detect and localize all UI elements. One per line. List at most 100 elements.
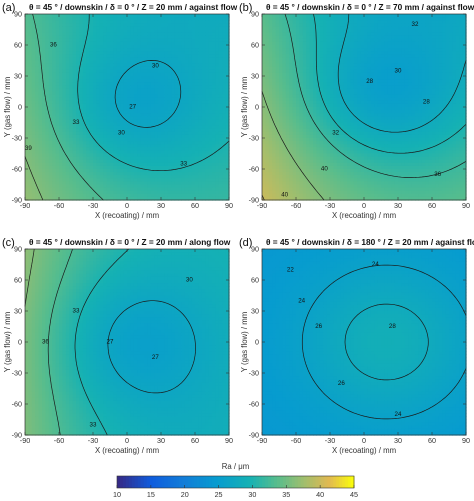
- y-axis-label: Y (gas flow) / mm: [3, 77, 12, 138]
- heatmap-cell: [212, 141, 216, 145]
- heatmap-cell: [167, 153, 172, 158]
- heatmap-cell: [79, 184, 84, 189]
- heatmap-cell: [62, 110, 67, 114]
- heatmap-cell: [106, 100, 111, 105]
- heatmap-cell: [309, 38, 314, 43]
- heatmap-cell: [150, 147, 155, 151]
- heatmap-cell: [120, 82, 125, 86]
- heatmap-cell: [333, 51, 338, 55]
- heatmap-cell: [164, 85, 169, 89]
- heatmap-cell: [65, 72, 70, 77]
- heatmap-cell: [72, 76, 77, 80]
- heatmap-cell: [157, 29, 162, 34]
- heatmap-cell: [425, 57, 430, 62]
- heatmap-cell: [428, 79, 433, 83]
- x-tick-label: -30: [88, 201, 98, 210]
- heatmap-cell: [384, 38, 389, 43]
- heatmap-cell: [218, 26, 223, 31]
- heatmap-cell: [93, 14, 97, 18]
- heatmap-cell: [462, 69, 467, 74]
- heatmap-cell: [452, 38, 457, 43]
- heatmap-cell: [25, 29, 29, 34]
- heatmap-cell: [106, 91, 111, 96]
- heatmap-cell: [42, 184, 46, 189]
- heatmap-cell: [452, 35, 457, 40]
- heatmap-cell: [154, 20, 159, 24]
- heatmap-cell: [184, 178, 189, 182]
- heatmap-cell: [116, 17, 121, 21]
- heatmap-cell: [38, 60, 43, 65]
- heatmap-cell: [106, 57, 111, 62]
- heatmap-cell: [154, 178, 159, 182]
- heatmap-cell: [167, 107, 172, 111]
- heatmap-cell: [333, 66, 338, 71]
- heatmap-cell: [86, 165, 91, 170]
- heatmap-cell: [62, 131, 67, 136]
- heatmap-cell: [191, 184, 196, 189]
- heatmap-cell: [69, 150, 74, 155]
- heatmap-cell: [127, 175, 131, 179]
- heatmap-cell: [404, 38, 409, 43]
- heatmap-cell: [52, 134, 57, 139]
- heatmap-cell: [188, 63, 193, 68]
- heatmap-cell: [99, 66, 104, 71]
- heatmap-cell: [205, 116, 210, 120]
- heatmap-cell: [445, 72, 450, 77]
- heatmap-cell: [96, 116, 101, 120]
- heatmap-cell: [198, 156, 203, 161]
- heatmap-cell: [42, 57, 46, 62]
- heatmap-cell: [167, 147, 172, 151]
- heatmap-cell: [425, 72, 430, 77]
- heatmap-cell: [106, 196, 111, 201]
- heatmap-cell: [161, 26, 165, 31]
- heatmap-cell: [89, 57, 94, 62]
- contour-label: 27: [129, 104, 136, 111]
- heatmap-cell: [154, 141, 159, 145]
- heatmap-cell: [188, 69, 193, 74]
- heatmap-cell: [59, 162, 63, 167]
- heatmap-cell: [333, 76, 338, 80]
- heatmap-cell: [265, 69, 270, 74]
- heatmap-cell: [222, 147, 227, 151]
- heatmap-cell: [140, 122, 145, 127]
- heatmap-cell: [262, 20, 266, 24]
- heatmap-cell: [96, 91, 101, 96]
- heatmap-cell: [144, 175, 148, 179]
- heatmap-cell: [195, 113, 199, 117]
- heatmap-cell: [319, 48, 324, 52]
- heatmap-cell: [103, 41, 108, 46]
- heatmap-cell: [178, 54, 182, 58]
- heatmap-cell: [154, 165, 159, 170]
- heatmap-cell: [140, 88, 145, 93]
- heatmap-cell: [208, 35, 213, 40]
- heatmap-cell: [96, 172, 101, 176]
- heatmap-cell: [38, 38, 43, 43]
- heatmap-cell: [184, 156, 189, 161]
- heatmap-cell: [38, 113, 43, 117]
- heatmap-cell: [28, 76, 33, 80]
- heatmap-cell: [86, 45, 91, 49]
- heatmap-cell: [147, 190, 152, 195]
- heatmap-cell: [384, 66, 389, 71]
- heatmap-cell: [144, 187, 148, 192]
- heatmap-cell: [425, 26, 430, 31]
- heatmap-cell: [347, 63, 351, 68]
- heatmap-cell: [367, 51, 372, 55]
- heatmap-cell: [309, 14, 314, 18]
- heatmap-cell: [275, 23, 280, 27]
- heatmap-cell: [59, 113, 63, 117]
- heatmap-cell: [137, 63, 142, 68]
- heatmap-cell: [93, 125, 97, 130]
- heatmap-cell: [167, 72, 172, 77]
- heatmap-cell: [76, 54, 80, 58]
- heatmap-cell: [353, 60, 358, 65]
- heatmap-cell: [201, 82, 206, 86]
- heatmap-cell: [123, 110, 128, 114]
- heatmap-cell: [222, 66, 227, 71]
- heatmap-cell: [326, 29, 331, 34]
- heatmap-cell: [35, 156, 40, 161]
- heatmap-cell: [106, 48, 111, 52]
- heatmap-cell: [445, 20, 450, 24]
- heatmap-cell: [449, 45, 453, 49]
- heatmap-cell: [398, 76, 402, 80]
